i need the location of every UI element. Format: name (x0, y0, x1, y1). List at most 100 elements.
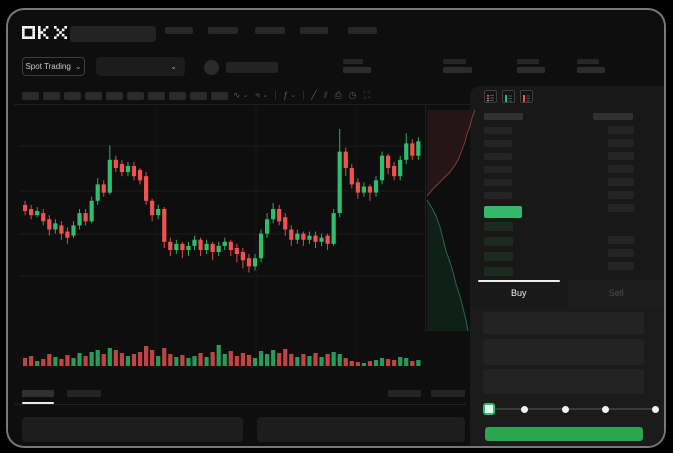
timeframe-placeholder[interactable] (64, 92, 81, 100)
orderbook-amount-placeholder (608, 249, 634, 257)
nav-item-placeholder[interactable] (348, 27, 377, 34)
compare-icon[interactable]: ≈ ⌄ (255, 90, 268, 100)
indicators-icon[interactable]: ƒ ⌄ (283, 90, 296, 100)
orderbook-amount-placeholder (608, 204, 634, 212)
chevron-down-icon: ⌄ (74, 61, 82, 71)
last-price-row[interactable] (484, 206, 522, 218)
orderbook-layout-asks-icon[interactable] (520, 90, 533, 103)
chart-type-icon[interactable]: ∿ ⌄ (233, 90, 248, 101)
orders-divider (14, 404, 466, 405)
tab-sell-label: Sell (608, 288, 624, 298)
timeframe-placeholder[interactable] (85, 92, 102, 100)
orderbook-bid-row[interactable] (484, 237, 513, 246)
orderbook-amount-placeholder (608, 262, 634, 270)
orderbook-ask-row[interactable] (484, 153, 512, 160)
orders-table-placeholder (257, 417, 465, 442)
orderbook-ask-row[interactable] (484, 166, 512, 173)
trendline-icon[interactable]: ╱ (311, 90, 316, 101)
toolbar-separator (275, 90, 277, 100)
depth-chart (426, 109, 476, 332)
orderbook-bid-row[interactable] (484, 267, 513, 276)
chevron-down-icon: ⌄ (262, 92, 269, 99)
nav-item-placeholder[interactable] (255, 27, 285, 34)
orderbook-amount-placeholder (608, 191, 634, 199)
orders-filter-placeholder[interactable] (388, 390, 421, 397)
timeframe-placeholder[interactable] (106, 92, 123, 100)
nav-item-placeholder[interactable] (165, 27, 193, 34)
market-type-dropdown[interactable]: Spot Trading ⌄ (22, 57, 85, 76)
orderbook-ask-row[interactable] (484, 179, 512, 186)
app-window: Spot Trading ⌄ ⌄ ∿ ⌄ ≈ ⌄ ƒ ⌄ ╱ ⫽ ⎙ ◷ ⛶ (6, 8, 666, 448)
order-side-tabs: Buy Sell (470, 280, 664, 306)
toolbar-separator (303, 90, 305, 100)
chevron-down-icon: ⌄ (170, 61, 177, 71)
orderbook-header-placeholder (484, 113, 523, 120)
measure-icon[interactable]: ⫽ (324, 90, 328, 101)
ticker-stat-label-placeholder (517, 59, 539, 64)
drawing-toolbar: ∿ ⌄ ≈ ⌄ ƒ ⌄ ╱ ⫽ ⎙ ◷ ⛶ (233, 89, 370, 101)
ticker-stat-label-placeholder (577, 59, 599, 64)
slider-step-dot[interactable] (520, 406, 528, 413)
pair-name-placeholder (226, 62, 278, 73)
reload-clock-icon[interactable]: ◷ (349, 90, 357, 101)
buy-submit-button[interactable] (485, 427, 643, 441)
orders-table-placeholder (22, 417, 243, 442)
chevron-down-icon: ⌄ (290, 92, 297, 99)
timeframe-placeholder[interactable] (127, 92, 144, 100)
compare-icon: ≈ (255, 90, 261, 100)
amount-slider-handle[interactable] (483, 403, 495, 415)
tab-sell[interactable]: Sell (567, 280, 664, 306)
order-total-input-placeholder[interactable] (483, 369, 644, 394)
search-bar-placeholder[interactable] (70, 26, 156, 42)
ticker-stat-label-placeholder (343, 59, 363, 64)
timeframe-placeholder[interactable] (190, 92, 207, 100)
orderbook-layout-bids-icon[interactable] (502, 90, 515, 103)
orderbook-amount-placeholder (608, 236, 634, 244)
order-amount-input-placeholder[interactable] (483, 339, 644, 365)
candlestick-chart[interactable] (6, 8, 666, 448)
orderbook-amount-placeholder (608, 165, 634, 173)
orderbook-ask-row[interactable] (484, 127, 512, 134)
orderbook-layout-toggles (484, 90, 533, 103)
tab-buy[interactable]: Buy (470, 280, 568, 306)
fullscreen-icon: ⛶ (363, 89, 370, 100)
orders-tab-active-placeholder[interactable] (22, 390, 54, 397)
orders-filter-placeholder[interactable] (431, 390, 465, 397)
timeframe-placeholder[interactable] (211, 92, 228, 100)
ticker-stat-value-placeholder (577, 67, 605, 73)
orderbook-ask-row[interactable] (484, 140, 512, 147)
orderbook-bid-row[interactable] (484, 222, 513, 231)
market-type-label: Spot Trading (25, 62, 71, 71)
fullscreen-icon[interactable]: ⛶ (364, 90, 370, 101)
okx-logo[interactable] (22, 26, 70, 40)
active-tab-indicator (478, 280, 560, 282)
nav-item-placeholder[interactable] (208, 27, 238, 34)
timeframe-placeholder[interactable] (43, 92, 60, 100)
timeframe-placeholder[interactable] (169, 92, 186, 100)
reload-clock-icon: ◷ (348, 89, 357, 100)
ticker-stat-value-placeholder (343, 67, 371, 73)
active-tab-underline (22, 402, 54, 404)
nav-item-placeholder[interactable] (300, 27, 328, 34)
orderbook-amount-placeholder (608, 126, 634, 134)
slider-step-dot[interactable] (601, 406, 609, 413)
pair-selector-dropdown[interactable]: ⌄ (96, 57, 185, 76)
orderbook-amount-placeholder (608, 152, 634, 160)
slider-step-dot[interactable] (561, 406, 569, 413)
amount-slider-track[interactable] (489, 408, 655, 410)
orders-tab-placeholder[interactable] (67, 390, 101, 397)
orderbook-amount-placeholder (608, 139, 634, 147)
slider-step-dot[interactable] (651, 406, 659, 413)
orderbook-ask-row[interactable] (484, 192, 512, 199)
order-price-input-placeholder[interactable] (483, 312, 644, 334)
trendline-icon: ╱ (311, 89, 317, 100)
orderbook-header-placeholder (593, 113, 633, 120)
camera-icon[interactable]: ⎙ (335, 90, 342, 101)
chart-depth-divider (425, 106, 426, 332)
orderbook-layout-both-icon[interactable] (484, 90, 497, 103)
ticker-stat-value-placeholder (443, 67, 472, 73)
orderbook-bid-row[interactable] (484, 252, 513, 261)
timeframe-placeholder[interactable] (148, 92, 165, 100)
timeframe-placeholder[interactable] (22, 92, 39, 100)
